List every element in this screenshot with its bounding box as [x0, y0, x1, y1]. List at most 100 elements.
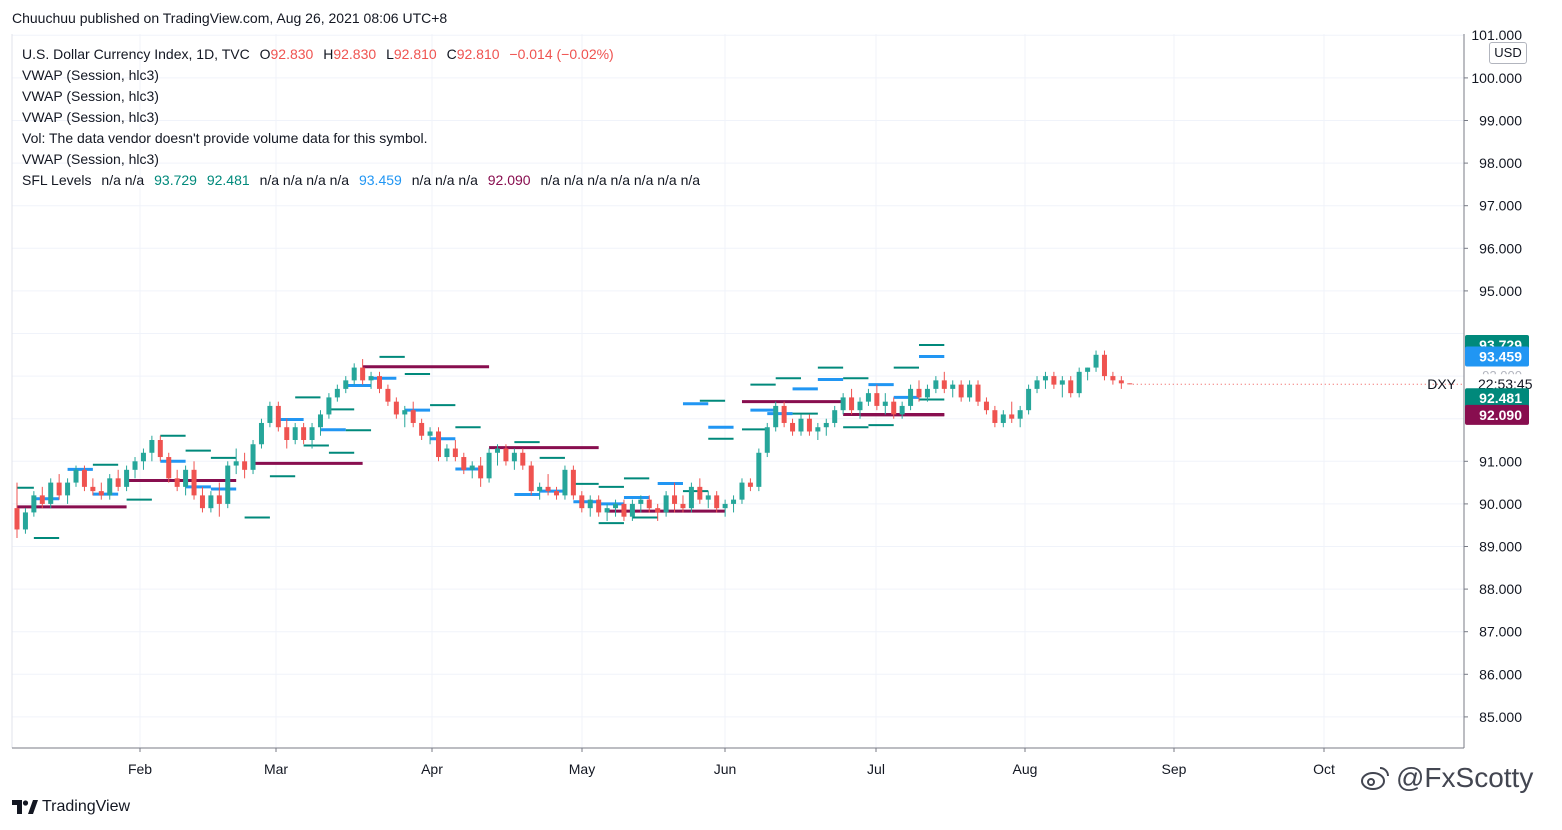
- candle-body: [967, 384, 973, 398]
- candle-body: [554, 491, 560, 496]
- x-tick-label: Oct: [1313, 761, 1335, 777]
- candle-body: [596, 499, 602, 513]
- sfl-na-2: n/a n/a n/a n/a: [259, 172, 350, 188]
- candle-body: [1101, 354, 1107, 377]
- candle-body: [360, 367, 366, 381]
- candle-body: [199, 495, 205, 509]
- candle-body: [537, 486, 543, 492]
- y-tick-label: 90.000: [1479, 496, 1522, 512]
- candle-body: [14, 508, 20, 530]
- candle-body: [216, 495, 222, 504]
- price-label: 93.459: [1479, 349, 1522, 365]
- candle-body: [882, 401, 888, 406]
- symbol-tag: DXY: [1427, 376, 1456, 392]
- candle-body: [857, 401, 863, 411]
- candle-body: [452, 448, 458, 458]
- candle-body: [764, 427, 770, 453]
- candle-body: [832, 410, 838, 423]
- candle-body: [183, 469, 189, 487]
- candle-body: [39, 495, 45, 504]
- legend-volume[interactable]: Vol: The data vendor doesn't provide vol…: [22, 130, 428, 146]
- legend-vwap-3[interactable]: VWAP (Session, hlc3): [22, 109, 159, 125]
- candle-body: [756, 452, 762, 487]
- candle-body: [579, 495, 585, 509]
- candle-body: [157, 440, 163, 458]
- candle-body: [747, 482, 753, 487]
- candle-body: [48, 482, 54, 504]
- y-tick-label: 98.000: [1479, 155, 1522, 171]
- y-tick-label: 100.000: [1471, 70, 1522, 86]
- candle-body: [621, 503, 627, 517]
- candle-body: [166, 457, 172, 479]
- low-value: 92.810: [393, 46, 437, 62]
- candle-body: [570, 469, 576, 496]
- candle-body: [528, 465, 534, 492]
- candle-body: [98, 491, 104, 496]
- legend-symbol-row[interactable]: U.S. Dollar Currency Index, 1D, TVC O92.…: [22, 44, 700, 65]
- tradingview-logo[interactable]: TradingView: [12, 798, 130, 816]
- x-tick-label: Jun: [714, 761, 737, 777]
- change-value: −0.014 (−0.02%): [509, 46, 614, 62]
- price-label-bg: [1465, 388, 1529, 409]
- candle-body: [275, 405, 281, 428]
- price-label-bg: [1465, 346, 1529, 367]
- y-tick-label: 85.000: [1479, 709, 1522, 725]
- y-tick-label: 96.000: [1479, 240, 1522, 256]
- candle-body: [638, 499, 644, 504]
- price-label: 92.090: [1479, 407, 1522, 423]
- candle-body: [924, 388, 930, 398]
- legend-vwap-1[interactable]: VWAP (Session, hlc3): [22, 67, 159, 83]
- low-label: L: [386, 46, 394, 62]
- candle-body: [562, 469, 568, 496]
- candle-body: [258, 422, 264, 445]
- candle-body: [520, 452, 526, 466]
- candle-body: [81, 469, 87, 487]
- candle-body: [478, 465, 484, 479]
- candle-body: [545, 486, 551, 492]
- legend-sfl-levels[interactable]: SFL Levels n/a n/a 93.729 92.481 n/a n/a…: [22, 170, 700, 191]
- candle-body: [115, 478, 121, 487]
- candle-body: [242, 461, 248, 470]
- candle-body: [292, 427, 298, 440]
- sfl-value-3: 93.459: [358, 172, 402, 188]
- candle-body: [823, 422, 829, 428]
- y-tick-label: 95.000: [1479, 283, 1522, 299]
- candle-body: [376, 376, 382, 389]
- candle-body: [31, 495, 37, 513]
- legend-vwap-2[interactable]: VWAP (Session, hlc3): [22, 88, 159, 104]
- candle-body: [250, 444, 256, 470]
- candle-body: [511, 452, 517, 462]
- x-tick-label: Aug: [1013, 761, 1038, 777]
- candle-body: [815, 427, 821, 432]
- candle-body: [444, 448, 450, 458]
- candle-body: [495, 448, 501, 453]
- candle-body: [393, 401, 399, 415]
- sfl-value-4: 92.090: [487, 172, 531, 188]
- y-tick-label-top: 101.000: [1471, 27, 1522, 43]
- sfl-value-1: 93.729: [154, 172, 197, 188]
- high-label: H: [323, 46, 334, 62]
- candle-body: [132, 461, 138, 470]
- candle-body: [191, 469, 197, 496]
- tradingview-brand: TradingView: [42, 798, 131, 815]
- open-value: 92.830: [270, 46, 314, 62]
- countdown-label: 22:53:45: [1478, 376, 1533, 392]
- candle-body: [267, 405, 273, 423]
- candle-body: [849, 397, 855, 411]
- candle-body: [1093, 354, 1099, 368]
- candle-body: [613, 503, 619, 509]
- tradingview-logo-icon: [12, 800, 38, 814]
- candle-body: [1026, 388, 1032, 411]
- candle-body: [587, 499, 593, 509]
- currency-button[interactable]: USD: [1489, 42, 1527, 64]
- candle-body: [933, 380, 939, 389]
- candle-body: [56, 482, 62, 496]
- candle-body: [697, 486, 703, 500]
- legend-vwap-4[interactable]: VWAP (Session, hlc3): [22, 151, 159, 167]
- sfl-na-1: n/a n/a: [101, 172, 145, 188]
- y-tick-label: 99.000: [1479, 113, 1522, 129]
- candle-body: [469, 465, 475, 470]
- candle-body: [233, 461, 239, 466]
- candle-body: [301, 427, 307, 440]
